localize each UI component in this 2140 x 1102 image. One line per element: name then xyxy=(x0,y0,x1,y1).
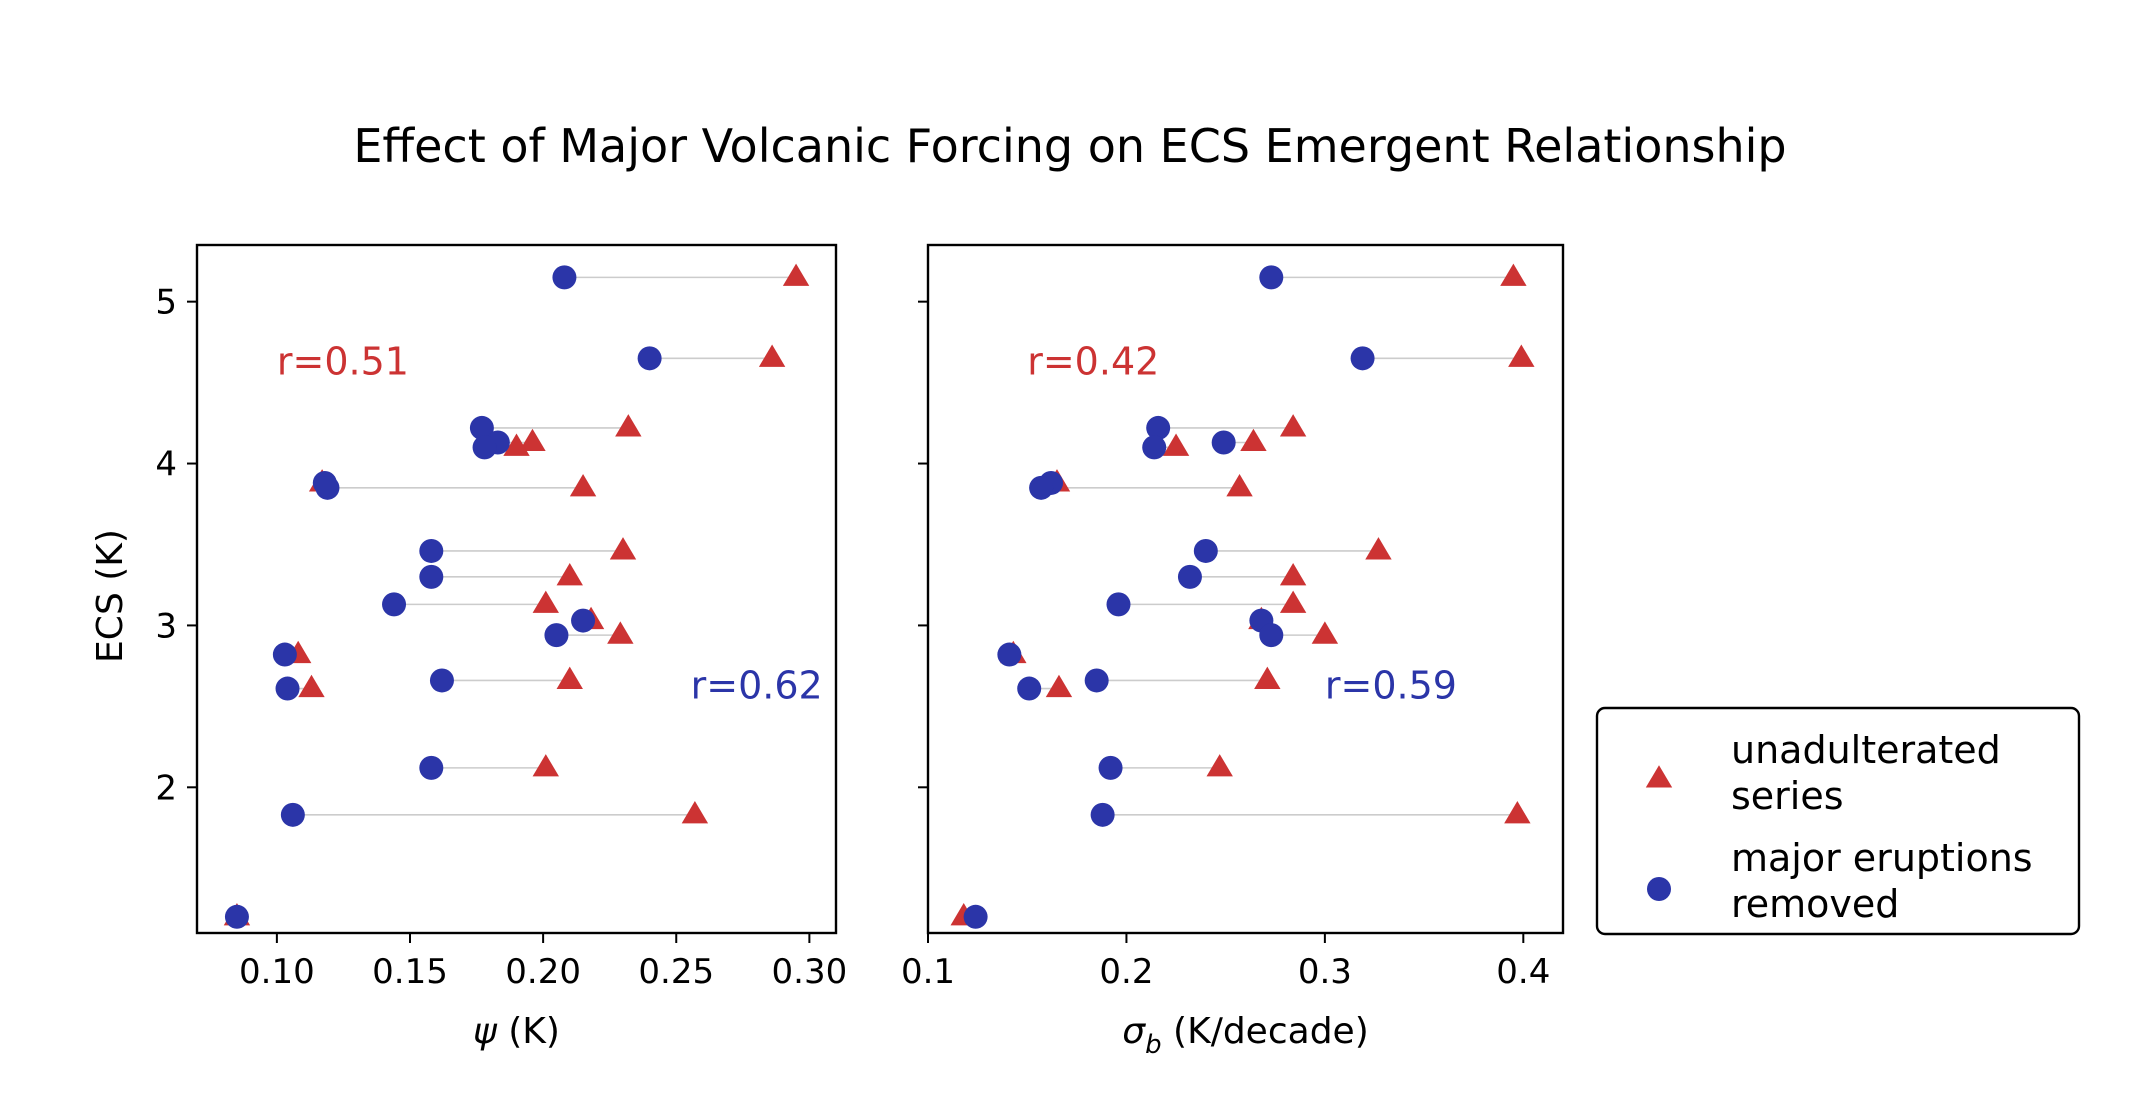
unadulterated-point xyxy=(556,666,583,690)
x-tick-label: 0.2 xyxy=(1099,952,1153,992)
x-tick-label: 0.30 xyxy=(772,952,848,992)
removed-point xyxy=(382,592,407,617)
unadulterated-point xyxy=(782,263,810,286)
removed-point xyxy=(1211,430,1236,455)
unadulterated-point xyxy=(1206,754,1233,777)
unadulterated-point xyxy=(532,590,559,613)
removed-point xyxy=(1142,435,1167,460)
y-tick-label: 5 xyxy=(155,283,177,323)
removed-point xyxy=(571,608,596,633)
unadulterated-point xyxy=(681,801,709,824)
removed-point xyxy=(469,415,494,440)
removed-point xyxy=(1350,346,1375,371)
unadulterated-point xyxy=(1162,433,1190,456)
unadulterated-point xyxy=(1365,537,1392,560)
unadulterated-point xyxy=(298,674,325,698)
correlation-annotation: r=0.62 xyxy=(691,663,823,707)
plot-frame xyxy=(195,243,838,935)
plot-frame xyxy=(926,243,1565,935)
unadulterated-point xyxy=(503,433,530,456)
legend-label: major eruptions xyxy=(1731,836,2033,880)
removed-point xyxy=(472,435,497,460)
removed-point xyxy=(1084,668,1109,693)
unadulterated-point xyxy=(607,621,634,644)
unadulterated-point xyxy=(519,428,546,452)
unadulterated-point xyxy=(1279,590,1307,613)
removed-point xyxy=(1259,623,1284,648)
unadulterated-point xyxy=(615,414,642,437)
chart-title: Effect of Major Volcanic Forcing on ECS … xyxy=(353,119,1786,173)
panel-left: 0.10 0.15 0.20 0.25 0.30 2 3 4 5 ψ (K) r=0.51 r=0.6… xyxy=(155,243,848,1052)
removed-point xyxy=(1017,676,1042,701)
removed-point xyxy=(1146,415,1171,440)
removed-point xyxy=(1259,265,1284,290)
x-tick-label: 0.25 xyxy=(638,952,714,992)
unadulterated-point xyxy=(556,563,583,586)
unadulterated-point xyxy=(609,537,637,560)
x-tick-label: 0.4 xyxy=(1496,952,1550,992)
y-axis-label: ECS (K) xyxy=(90,529,131,663)
removed-point xyxy=(997,642,1022,667)
panels-group: 0.10 0.15 0.20 0.25 0.30 2 3 4 5 ψ (K) r=0.51 r=0.6… xyxy=(155,243,1565,1060)
unadulterated-point xyxy=(758,344,786,367)
removed-point xyxy=(552,265,577,290)
removed-point xyxy=(419,538,444,563)
removed-point xyxy=(544,623,569,648)
removed-point xyxy=(419,564,444,589)
x-tick-label: 0.15 xyxy=(372,952,448,992)
legend-label: series xyxy=(1731,774,1844,818)
unadulterated-point xyxy=(1500,263,1527,286)
x-tick-label: 0.20 xyxy=(505,952,581,992)
removed-point xyxy=(1177,564,1202,589)
x-axis-label: σb (K/decade) xyxy=(1122,1011,1368,1060)
removed-point xyxy=(315,475,340,500)
removed-point xyxy=(1090,802,1115,827)
removed-point xyxy=(1029,475,1054,500)
removed-point xyxy=(224,904,249,929)
unadulterated-point xyxy=(1226,474,1253,497)
removed-point xyxy=(429,668,454,693)
y-tick-label: 4 xyxy=(155,445,177,485)
removed-point xyxy=(272,642,297,667)
removed-point xyxy=(275,676,300,701)
x-tick-label: 0.1 xyxy=(901,952,955,992)
unadulterated-point xyxy=(1279,563,1307,586)
removed-point xyxy=(419,755,444,780)
correlation-annotation: r=0.42 xyxy=(1027,340,1159,384)
unadulterated-point xyxy=(1240,428,1267,452)
y-tick-label: 2 xyxy=(155,768,177,808)
legend-triangle-marker xyxy=(1645,765,1673,788)
legend-label: removed xyxy=(1731,882,1899,926)
x-tick-label: 0.10 xyxy=(239,952,315,992)
unadulterated-point xyxy=(1508,344,1535,367)
removed-point xyxy=(1106,592,1131,617)
correlation-annotation: r=0.59 xyxy=(1325,663,1457,707)
x-tick-label: 0.3 xyxy=(1298,952,1352,992)
unadulterated-point xyxy=(532,754,559,777)
removed-point xyxy=(280,802,305,827)
legend-frame xyxy=(1595,706,2081,936)
unadulterated-point xyxy=(1254,666,1281,690)
unadulterated-point xyxy=(1504,801,1531,824)
legend-circle-marker xyxy=(1647,877,1671,901)
y-tick-label: 3 xyxy=(155,606,177,646)
legend-label: unadulterated xyxy=(1731,728,2001,772)
unadulterated-point xyxy=(1311,621,1339,644)
correlation-annotation: r=0.51 xyxy=(277,340,409,384)
removed-point xyxy=(963,904,988,929)
unadulterated-point xyxy=(1279,414,1307,437)
unadulterated-point xyxy=(569,474,597,497)
removed-point xyxy=(637,346,662,371)
removed-point xyxy=(1193,538,1218,563)
x-axis-label: ψ (K) xyxy=(473,1011,560,1052)
unadulterated-point xyxy=(1045,674,1073,698)
removed-point xyxy=(1098,755,1123,780)
panel-right: 0.1 0.2 0.3 0.4 σb (K/decade) r=0.42 r=0.59 xyxy=(901,243,1565,1060)
